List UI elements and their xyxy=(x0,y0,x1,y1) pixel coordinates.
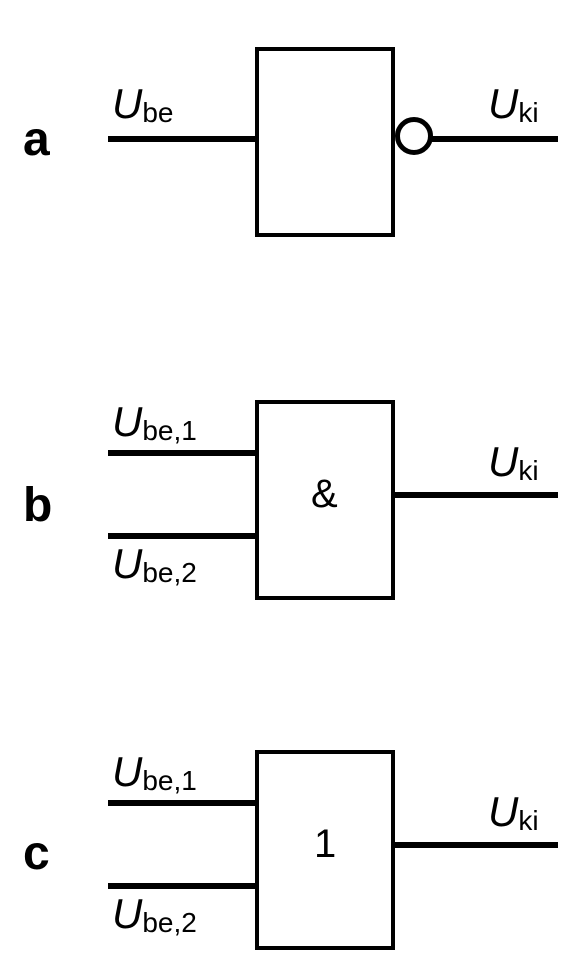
input-wire-b1 xyxy=(108,450,255,456)
gate-symbol-c: 1 xyxy=(314,822,336,867)
input-label-b1: Ube,1 xyxy=(112,398,197,447)
output-wire-b xyxy=(395,492,558,498)
output-label-c: Uki xyxy=(488,788,539,837)
output-label-a-sub: ki xyxy=(518,97,538,128)
output-label-b-sub: ki xyxy=(518,455,538,486)
input-wire-a xyxy=(108,136,255,142)
section-label-c: c xyxy=(23,826,50,881)
gate-symbol-c-text: 1 xyxy=(314,822,336,866)
output-wire-a xyxy=(428,136,558,142)
input-label-a-main: U xyxy=(112,80,142,127)
input-wire-c1 xyxy=(108,800,255,806)
gate-symbol-b: & xyxy=(311,472,338,517)
input-label-a-sub: be xyxy=(142,97,173,128)
output-label-b: Uki xyxy=(488,438,539,487)
input-label-c2-sub: be,2 xyxy=(142,907,197,938)
output-wire-c xyxy=(395,842,558,848)
output-label-c-main: U xyxy=(488,788,518,835)
input-label-b2-sub: be,2 xyxy=(142,557,197,588)
input-label-b2: Ube,2 xyxy=(112,540,197,589)
input-label-b2-main: U xyxy=(112,540,142,587)
input-label-c2-main: U xyxy=(112,890,142,937)
input-label-b1-sub: be,1 xyxy=(142,415,197,446)
input-label-c1-main: U xyxy=(112,748,142,795)
section-label-b-text: b xyxy=(23,479,52,532)
section-label-a-text: a xyxy=(23,113,50,166)
gate-box-a xyxy=(255,47,395,237)
section-label-c-text: c xyxy=(23,827,50,880)
output-label-c-sub: ki xyxy=(518,805,538,836)
input-label-a: Ube xyxy=(112,80,174,129)
input-label-c1: Ube,1 xyxy=(112,748,197,797)
input-label-c2: Ube,2 xyxy=(112,890,197,939)
output-label-a: Uki xyxy=(488,80,539,129)
input-wire-c2 xyxy=(108,883,255,889)
section-label-a: a xyxy=(23,112,50,167)
output-label-b-main: U xyxy=(488,438,518,485)
input-label-c1-sub: be,1 xyxy=(142,765,197,796)
input-wire-b2 xyxy=(108,533,255,539)
section-label-b: b xyxy=(23,478,52,533)
gate-symbol-b-text: & xyxy=(311,472,338,516)
input-label-b1-main: U xyxy=(112,398,142,445)
output-label-a-main: U xyxy=(488,80,518,127)
